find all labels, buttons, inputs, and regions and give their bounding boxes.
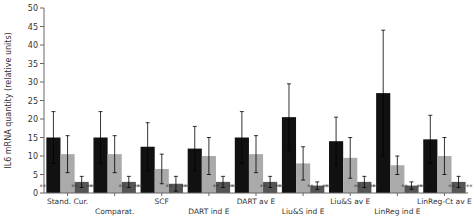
x-tick <box>161 193 162 196</box>
x-tick <box>397 193 398 196</box>
error-bar <box>99 112 103 164</box>
annotation: ** <box>354 183 361 191</box>
error-bar <box>334 117 338 165</box>
error-bar <box>221 176 225 187</box>
annotation: ** <box>275 183 282 191</box>
x-tick <box>67 193 68 196</box>
y-tick <box>40 193 44 194</box>
error-bar <box>268 176 272 187</box>
y-tick-label: 50 <box>28 4 38 13</box>
error-bar <box>395 156 399 175</box>
error-bar <box>51 112 55 164</box>
y-tick <box>40 156 44 157</box>
y-tick <box>40 26 44 27</box>
error-bar <box>287 84 291 151</box>
x-tick <box>114 193 115 196</box>
y-tick-label: 20 <box>28 115 38 124</box>
y-tick <box>40 174 44 175</box>
x-tick-label: LinReg ind E <box>374 207 421 216</box>
annotation: ** <box>71 183 78 191</box>
error-bar <box>146 123 150 171</box>
error-bar <box>66 136 70 173</box>
error-bar <box>113 136 117 173</box>
y-tick-label: 5 <box>33 171 38 180</box>
annotation: ** <box>401 183 408 191</box>
annotation: ** <box>369 183 376 191</box>
x-tick <box>350 193 351 196</box>
x-tick-label: Comparat. <box>95 207 135 216</box>
annotation: ** <box>166 183 173 191</box>
error-bar <box>80 176 84 187</box>
error-bar <box>254 136 258 173</box>
error-bar <box>457 176 461 187</box>
y-tick <box>40 137 44 138</box>
error-bar <box>362 176 366 187</box>
annotation: ** <box>228 183 235 191</box>
y-tick <box>40 8 44 9</box>
y-tick <box>40 100 44 101</box>
error-bar <box>301 147 305 180</box>
x-tick-label: LinReg-Ct av E <box>417 197 472 206</box>
annotation: ** <box>118 183 125 191</box>
y-tick-label: 0 <box>33 189 38 198</box>
annotation: ** <box>181 183 188 191</box>
bars <box>46 30 465 193</box>
error-bar <box>381 30 385 156</box>
annotation: ** <box>213 183 220 191</box>
error-bar <box>240 112 244 164</box>
y-tick <box>40 82 44 83</box>
error-bar <box>428 115 432 163</box>
y-tick <box>40 119 44 120</box>
y-tick <box>40 45 44 46</box>
annotation: ** <box>416 183 423 191</box>
y-axis <box>44 8 45 193</box>
error-bar <box>409 182 413 189</box>
y-axis-label: IL6 mRNA quantity (relative units) <box>4 32 13 168</box>
x-tick-label: Liu&S ind E <box>282 207 325 216</box>
x-tick-label: Stand. Cur. <box>47 197 88 206</box>
y-tick-label: 45 <box>28 23 38 32</box>
error-bar <box>442 138 446 175</box>
annotation: ** <box>87 183 94 191</box>
error-bar <box>315 182 319 189</box>
annotation: ** <box>448 183 455 191</box>
annotation: ** <box>322 183 329 191</box>
y-tick-label: 30 <box>28 78 38 87</box>
y-tick-label: 15 <box>28 134 38 143</box>
annotation: ** <box>260 183 267 191</box>
error-bar <box>160 154 164 184</box>
y-tick <box>40 63 44 64</box>
error-bar <box>348 138 352 179</box>
x-tick <box>208 193 209 196</box>
x-tick-label: DART ind E <box>188 207 229 216</box>
error-bar <box>127 176 131 187</box>
error-bar <box>207 138 211 175</box>
annotation: ** <box>40 183 47 191</box>
x-tick-label: DART av E <box>237 197 276 206</box>
chart: 0 5 10 15 20 25 30 35 40 45 50 IL6 mRNA quantity (r… <box>0 0 474 221</box>
error-bar <box>174 176 178 191</box>
annotation: ** <box>466 183 473 191</box>
x-tick-label: SCF <box>155 197 169 206</box>
x-tick <box>256 193 257 196</box>
annotation: ** <box>307 183 314 191</box>
x-tick <box>444 193 445 196</box>
y-tick-label: 10 <box>28 152 38 161</box>
y-tick-label: 40 <box>28 41 38 50</box>
annotation: ** <box>134 183 141 191</box>
error-bar <box>193 126 197 170</box>
y-tick-label: 25 <box>28 97 38 106</box>
y-tick-label: 35 <box>28 60 38 69</box>
x-tick <box>303 193 304 196</box>
x-tick-label: Liu&S av E <box>330 197 370 206</box>
